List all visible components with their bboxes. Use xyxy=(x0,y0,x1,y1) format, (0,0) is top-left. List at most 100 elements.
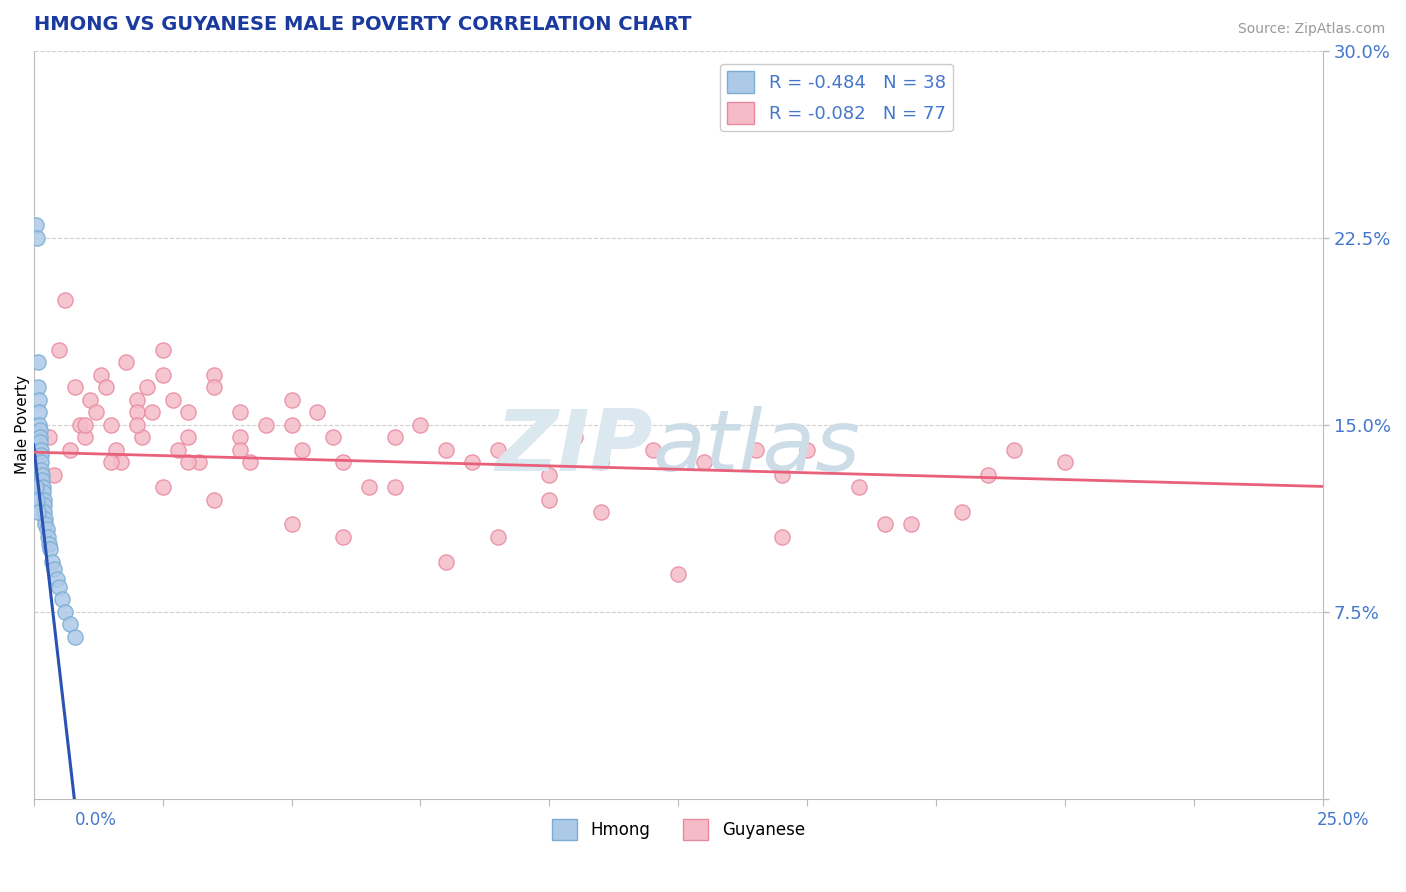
Point xyxy=(202,492,225,507)
Point xyxy=(589,505,612,519)
Point xyxy=(384,430,406,444)
Point xyxy=(589,455,612,469)
Point xyxy=(848,480,870,494)
Point xyxy=(30,448,52,462)
Point xyxy=(30,430,52,444)
Point xyxy=(125,417,148,432)
Point xyxy=(30,442,52,457)
Point xyxy=(75,417,97,432)
Point xyxy=(538,492,561,507)
Point xyxy=(48,343,70,357)
Point xyxy=(307,405,329,419)
Point xyxy=(32,485,55,500)
Point xyxy=(641,442,664,457)
Text: Source: ZipAtlas.com: Source: ZipAtlas.com xyxy=(1237,22,1385,37)
Point xyxy=(152,368,174,382)
Point xyxy=(187,455,209,469)
Point xyxy=(45,572,67,586)
Point xyxy=(53,293,76,307)
Point xyxy=(332,530,354,544)
Point xyxy=(94,380,117,394)
Point xyxy=(59,442,82,457)
Point xyxy=(34,517,56,532)
Point xyxy=(44,562,66,576)
Point xyxy=(25,480,48,494)
Point xyxy=(486,530,509,544)
Point xyxy=(280,417,302,432)
Point xyxy=(35,523,58,537)
Point xyxy=(977,467,1000,482)
Point xyxy=(34,505,56,519)
Point xyxy=(357,480,380,494)
Point xyxy=(461,455,484,469)
Point xyxy=(63,380,86,394)
Point xyxy=(167,442,190,457)
Point xyxy=(100,455,122,469)
Point xyxy=(28,423,51,437)
Point xyxy=(110,455,132,469)
Point xyxy=(796,442,818,457)
Point xyxy=(770,467,793,482)
Point xyxy=(31,467,53,482)
Point xyxy=(69,417,91,432)
Point xyxy=(31,473,53,487)
Y-axis label: Male Poverty: Male Poverty xyxy=(15,376,30,475)
Point xyxy=(564,430,586,444)
Legend: R = -0.484   N = 38, R = -0.082   N = 77: R = -0.484 N = 38, R = -0.082 N = 77 xyxy=(720,63,953,131)
Point xyxy=(90,368,112,382)
Point xyxy=(27,505,49,519)
Point xyxy=(950,505,973,519)
Point xyxy=(125,392,148,407)
Point xyxy=(84,405,107,419)
Point xyxy=(745,442,768,457)
Point xyxy=(27,380,49,394)
Point xyxy=(229,430,252,444)
Point xyxy=(25,231,48,245)
Point xyxy=(27,355,49,369)
Point xyxy=(384,480,406,494)
Point xyxy=(900,517,922,532)
Point xyxy=(28,405,51,419)
Point xyxy=(34,512,56,526)
Point xyxy=(280,392,302,407)
Text: ZIP: ZIP xyxy=(495,406,652,489)
Point xyxy=(152,480,174,494)
Point xyxy=(177,430,200,444)
Point xyxy=(162,392,184,407)
Point xyxy=(25,492,48,507)
Point xyxy=(434,555,457,569)
Point xyxy=(202,380,225,394)
Point xyxy=(141,405,163,419)
Point xyxy=(28,392,51,407)
Point xyxy=(239,455,262,469)
Point xyxy=(125,405,148,419)
Point xyxy=(28,417,51,432)
Point xyxy=(434,442,457,457)
Point xyxy=(75,430,97,444)
Point xyxy=(668,567,690,582)
Point xyxy=(693,455,716,469)
Point xyxy=(32,492,55,507)
Point xyxy=(44,467,66,482)
Point xyxy=(254,417,277,432)
Point xyxy=(538,467,561,482)
Point xyxy=(177,405,200,419)
Text: atlas: atlas xyxy=(652,406,860,489)
Point xyxy=(1054,455,1077,469)
Point xyxy=(38,537,60,551)
Point xyxy=(100,417,122,432)
Point xyxy=(202,368,225,382)
Point xyxy=(105,442,128,457)
Point xyxy=(32,498,55,512)
Point xyxy=(30,455,52,469)
Point xyxy=(79,392,101,407)
Point xyxy=(770,530,793,544)
Point xyxy=(39,542,62,557)
Point xyxy=(51,592,73,607)
Point xyxy=(332,455,354,469)
Point xyxy=(32,480,55,494)
Point xyxy=(63,630,86,644)
Point xyxy=(115,355,138,369)
Point xyxy=(409,417,432,432)
Point xyxy=(486,442,509,457)
